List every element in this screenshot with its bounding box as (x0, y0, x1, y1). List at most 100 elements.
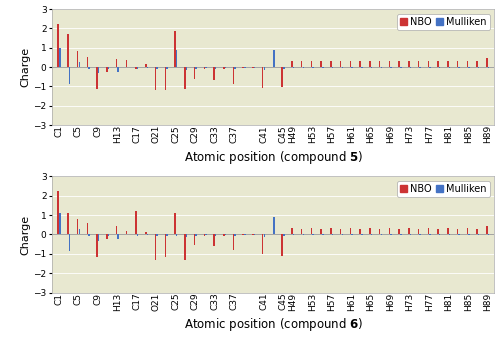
Bar (371, 67, 372, 68)
Bar (369, 60, 370, 67)
Bar (252, 235, 254, 236)
Bar (194, 235, 196, 245)
Bar (301, 229, 302, 235)
Bar (224, 67, 226, 68)
Bar (458, 67, 460, 68)
X-axis label: Atomic position (compound $\mathbf{5}$): Atomic position (compound $\mathbf{5}$) (184, 149, 363, 166)
Bar (174, 213, 176, 235)
X-axis label: Atomic position (compound $\mathbf{6}$): Atomic position (compound $\mathbf{6}$) (184, 316, 363, 334)
Bar (302, 235, 304, 236)
Bar (136, 211, 137, 235)
Bar (322, 235, 324, 236)
Bar (438, 229, 439, 235)
Bar (78, 229, 80, 235)
Bar (439, 235, 440, 236)
Bar (156, 235, 158, 236)
Bar (458, 235, 460, 236)
Bar (388, 228, 390, 235)
Bar (408, 60, 410, 67)
Bar (69, 67, 70, 84)
Bar (215, 67, 216, 69)
Bar (352, 67, 353, 68)
Bar (69, 235, 70, 251)
Bar (194, 67, 196, 79)
Bar (478, 67, 480, 68)
Bar (184, 67, 186, 89)
Bar (293, 67, 294, 68)
Bar (410, 235, 412, 236)
Bar (322, 67, 324, 68)
Bar (488, 235, 489, 236)
Bar (330, 228, 332, 235)
Bar (106, 67, 108, 72)
Bar (234, 235, 236, 236)
Legend: NBO, Mulliken: NBO, Mulliken (398, 181, 490, 197)
Bar (164, 67, 166, 90)
Bar (156, 67, 158, 69)
Bar (254, 67, 256, 68)
Bar (486, 58, 488, 67)
Y-axis label: Charge: Charge (20, 215, 30, 255)
Bar (283, 67, 284, 69)
Bar (390, 67, 392, 68)
Bar (96, 235, 98, 257)
Bar (274, 218, 275, 235)
Bar (233, 235, 234, 250)
Bar (282, 235, 283, 256)
Bar (476, 61, 478, 67)
Bar (360, 61, 361, 67)
Bar (126, 60, 127, 67)
Bar (291, 60, 292, 67)
Bar (486, 226, 488, 235)
Bar (428, 228, 429, 235)
Bar (301, 61, 302, 67)
Bar (418, 61, 420, 67)
Bar (118, 235, 119, 239)
Bar (332, 67, 334, 68)
Bar (146, 67, 148, 68)
Bar (478, 235, 480, 236)
Bar (380, 235, 382, 236)
Bar (126, 231, 127, 235)
Bar (78, 62, 80, 67)
Bar (350, 228, 351, 235)
Bar (58, 191, 59, 235)
Bar (340, 61, 342, 67)
Bar (352, 235, 353, 236)
Bar (88, 235, 90, 236)
Bar (488, 67, 489, 68)
Bar (371, 235, 372, 236)
Bar (428, 60, 429, 67)
Bar (369, 228, 370, 235)
Bar (302, 67, 304, 68)
Bar (476, 229, 478, 235)
Bar (418, 229, 420, 235)
Bar (108, 67, 109, 69)
Bar (312, 67, 314, 68)
Bar (448, 67, 450, 68)
Bar (223, 235, 224, 236)
Bar (310, 228, 312, 235)
Bar (233, 67, 234, 84)
Bar (86, 57, 88, 67)
Bar (164, 235, 166, 257)
Bar (264, 235, 265, 237)
Bar (342, 67, 343, 68)
Bar (410, 67, 412, 68)
Bar (282, 67, 283, 87)
Bar (340, 229, 342, 235)
Bar (429, 235, 430, 236)
Bar (174, 31, 176, 67)
Bar (252, 67, 254, 68)
Bar (145, 232, 146, 235)
Bar (118, 67, 119, 72)
Bar (186, 67, 187, 70)
Bar (312, 235, 314, 236)
Y-axis label: Charge: Charge (20, 47, 30, 87)
Bar (67, 34, 68, 67)
Legend: NBO, Mulliken: NBO, Mulliken (398, 14, 490, 30)
Bar (457, 229, 458, 235)
Bar (184, 235, 186, 260)
Bar (196, 67, 197, 69)
Bar (400, 235, 402, 236)
